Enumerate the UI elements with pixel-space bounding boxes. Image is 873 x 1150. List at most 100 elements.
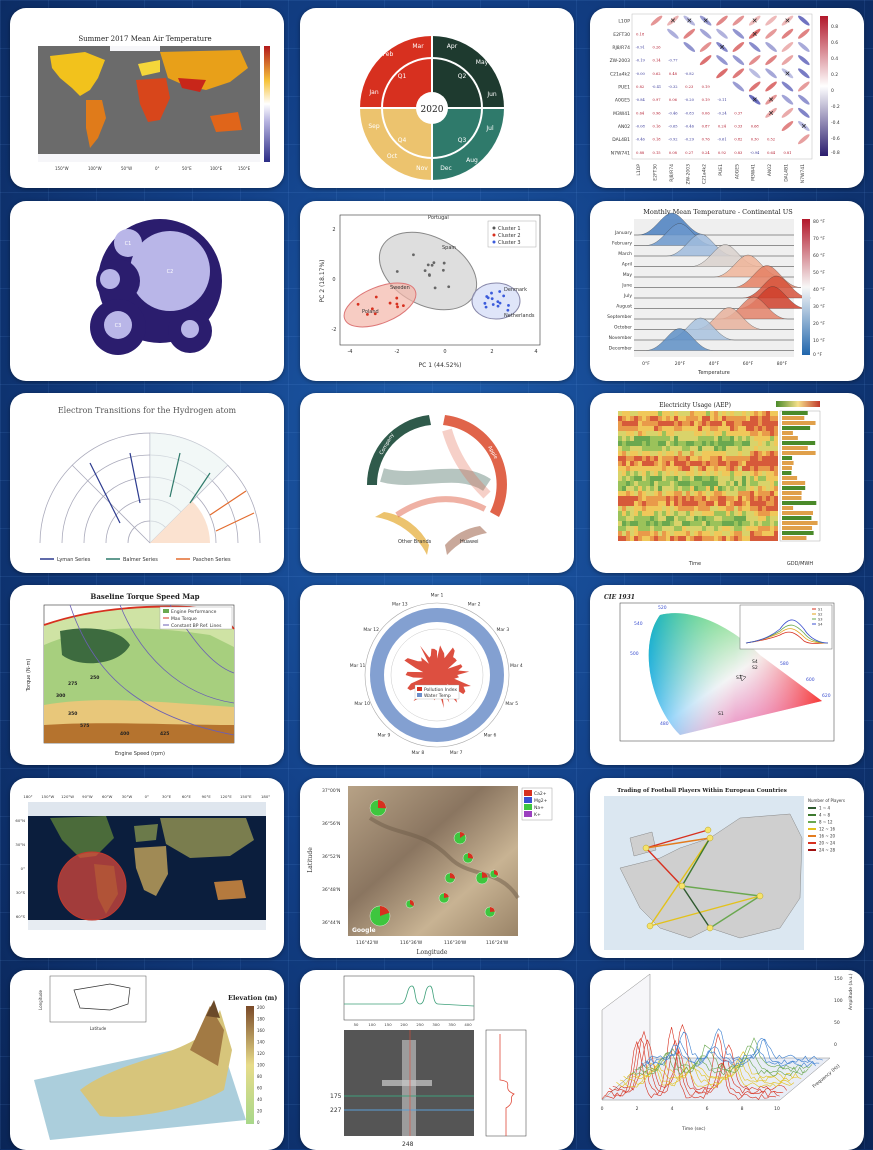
torque-contour-label: 300: [56, 693, 65, 699]
heatmap-cell: [646, 446, 650, 451]
heatmap-cell: [682, 456, 686, 461]
heatmap-cell: [626, 411, 630, 416]
heatmap-cell: [746, 471, 750, 476]
heatmap-cell: [702, 411, 706, 416]
heatmap-cell: [738, 471, 742, 476]
heatmap-cell: [686, 496, 690, 501]
heatmap-cell: [766, 516, 770, 521]
panel-europe-trading: Trading of Football Players Within Europ…: [590, 778, 864, 958]
corr-col-label: C21a4k2: [702, 164, 708, 184]
heatmap-cell: [722, 471, 726, 476]
heatmap-cell: [722, 506, 726, 511]
panel-ridgeline-temperature: Monthly Mean Temperature - Continental U…: [590, 201, 864, 381]
waterfall-ztick: 50: [834, 1020, 840, 1026]
heatmap-cell: [714, 506, 718, 511]
sunburst-month-label: Aug: [466, 157, 478, 164]
heatmap-cell: [722, 516, 726, 521]
hydrogen-legend-item: Balmer Series: [123, 557, 158, 563]
heatmap-cell: [678, 416, 682, 421]
heatmap-cell: [698, 471, 702, 476]
heatmap-cell: [714, 511, 718, 516]
heatmap-cell: [646, 496, 650, 501]
heatmap-cell: [658, 426, 662, 431]
torque-contour-label: 350: [68, 711, 77, 717]
heatmap-cell: [622, 526, 626, 531]
ridge-month-label: June: [621, 283, 632, 289]
heatmap-cell: [758, 431, 762, 436]
heatmap-cell: [770, 466, 774, 471]
heatmap-cell: [718, 456, 722, 461]
heatmap-cell: [758, 461, 762, 466]
heatmap-cell: [730, 426, 734, 431]
corr-value: -0.24: [717, 111, 727, 115]
torque-region-lowest: [44, 723, 234, 743]
heatmap-cell: [646, 526, 650, 531]
heatmap-cell: [762, 501, 766, 506]
heatmap-cell: [694, 461, 698, 466]
heatmap-cell: [770, 506, 774, 511]
heatmap-cell: [754, 491, 758, 496]
heatmap-cell: [702, 416, 706, 421]
ridge-month-label: July: [623, 293, 632, 299]
heatmap-cell: [662, 536, 666, 541]
heatmap-cell: [762, 411, 766, 416]
pca-legend-item: Cluster 1: [498, 226, 521, 232]
heatmap-cell: [650, 491, 654, 496]
heatmap-cell: [634, 421, 638, 426]
corr-cross-icon: ✕: [752, 17, 758, 25]
corr-value: -0.94: [750, 151, 760, 155]
heatmap-cell: [674, 521, 678, 526]
heatmap-cell: [738, 436, 742, 441]
heatmap-cell: [650, 441, 654, 446]
pca-point: [490, 292, 493, 295]
pca-ytick: -2: [332, 327, 337, 333]
panel-polar-pollution: Pollution Index Water Temp Mar 1 Mar 2 Mar…: [300, 585, 574, 765]
heatmap-cell: [618, 476, 622, 481]
heatmap-cell: [650, 481, 654, 486]
heatmap-cell: [754, 486, 758, 491]
corr-col-label: ZW-2003: [685, 164, 691, 185]
heatmap-cell: [654, 411, 658, 416]
heatmap-cell: [626, 486, 630, 491]
map-xticks: 150°W 100°W 50°W 0° 50°E 100°E 150°E: [55, 166, 251, 171]
heatmap-cell: [666, 511, 670, 516]
heatmap-cell: [642, 471, 646, 476]
heatmap-cell: [650, 431, 654, 436]
heatmap-cell: [682, 521, 686, 526]
heatmap-cell: [686, 471, 690, 476]
heatmap-cell: [754, 426, 758, 431]
side-bar: [782, 476, 797, 480]
heatmap-cell: [626, 461, 630, 466]
heatmap-cell: [710, 431, 714, 436]
side-bar: [782, 511, 813, 515]
heatmap-cell: [634, 456, 638, 461]
cie-inset-legend: S1: [818, 608, 822, 612]
heatmap-cell: [622, 426, 626, 431]
heatmap-cell: [746, 481, 750, 486]
heatmap-cell: [630, 531, 634, 536]
polar-month-label: Mar 5: [505, 701, 518, 707]
heatmap-cell: [666, 451, 670, 456]
circle-label: C1: [125, 241, 132, 247]
heatmap-cell: [658, 516, 662, 521]
country-node: [647, 923, 653, 929]
terrain-legend-item: Mg2+: [534, 798, 548, 804]
heatmap-cell: [762, 416, 766, 421]
heatmap-cell: [762, 491, 766, 496]
corr-colorbar: [820, 16, 828, 156]
heatmap-cell: [638, 481, 642, 486]
heatmap-cell: [726, 491, 730, 496]
heatmap-cell: [674, 466, 678, 471]
heatmap-cell: [658, 421, 662, 426]
heatmap-cell: [662, 531, 666, 536]
heatmap-cell: [734, 451, 738, 456]
corr-col-label: DAL4B1: [783, 164, 789, 182]
heatmap-cell: [698, 451, 702, 456]
cie-wavelength: 520: [658, 605, 667, 611]
heatmap-cell: [702, 421, 706, 426]
heatmap-cell: [698, 516, 702, 521]
heatmap-cell: [774, 461, 778, 466]
heatmap-cell: [654, 466, 658, 471]
corr-value: 0.14: [653, 59, 662, 63]
corr-value: -0.08: [636, 125, 646, 129]
